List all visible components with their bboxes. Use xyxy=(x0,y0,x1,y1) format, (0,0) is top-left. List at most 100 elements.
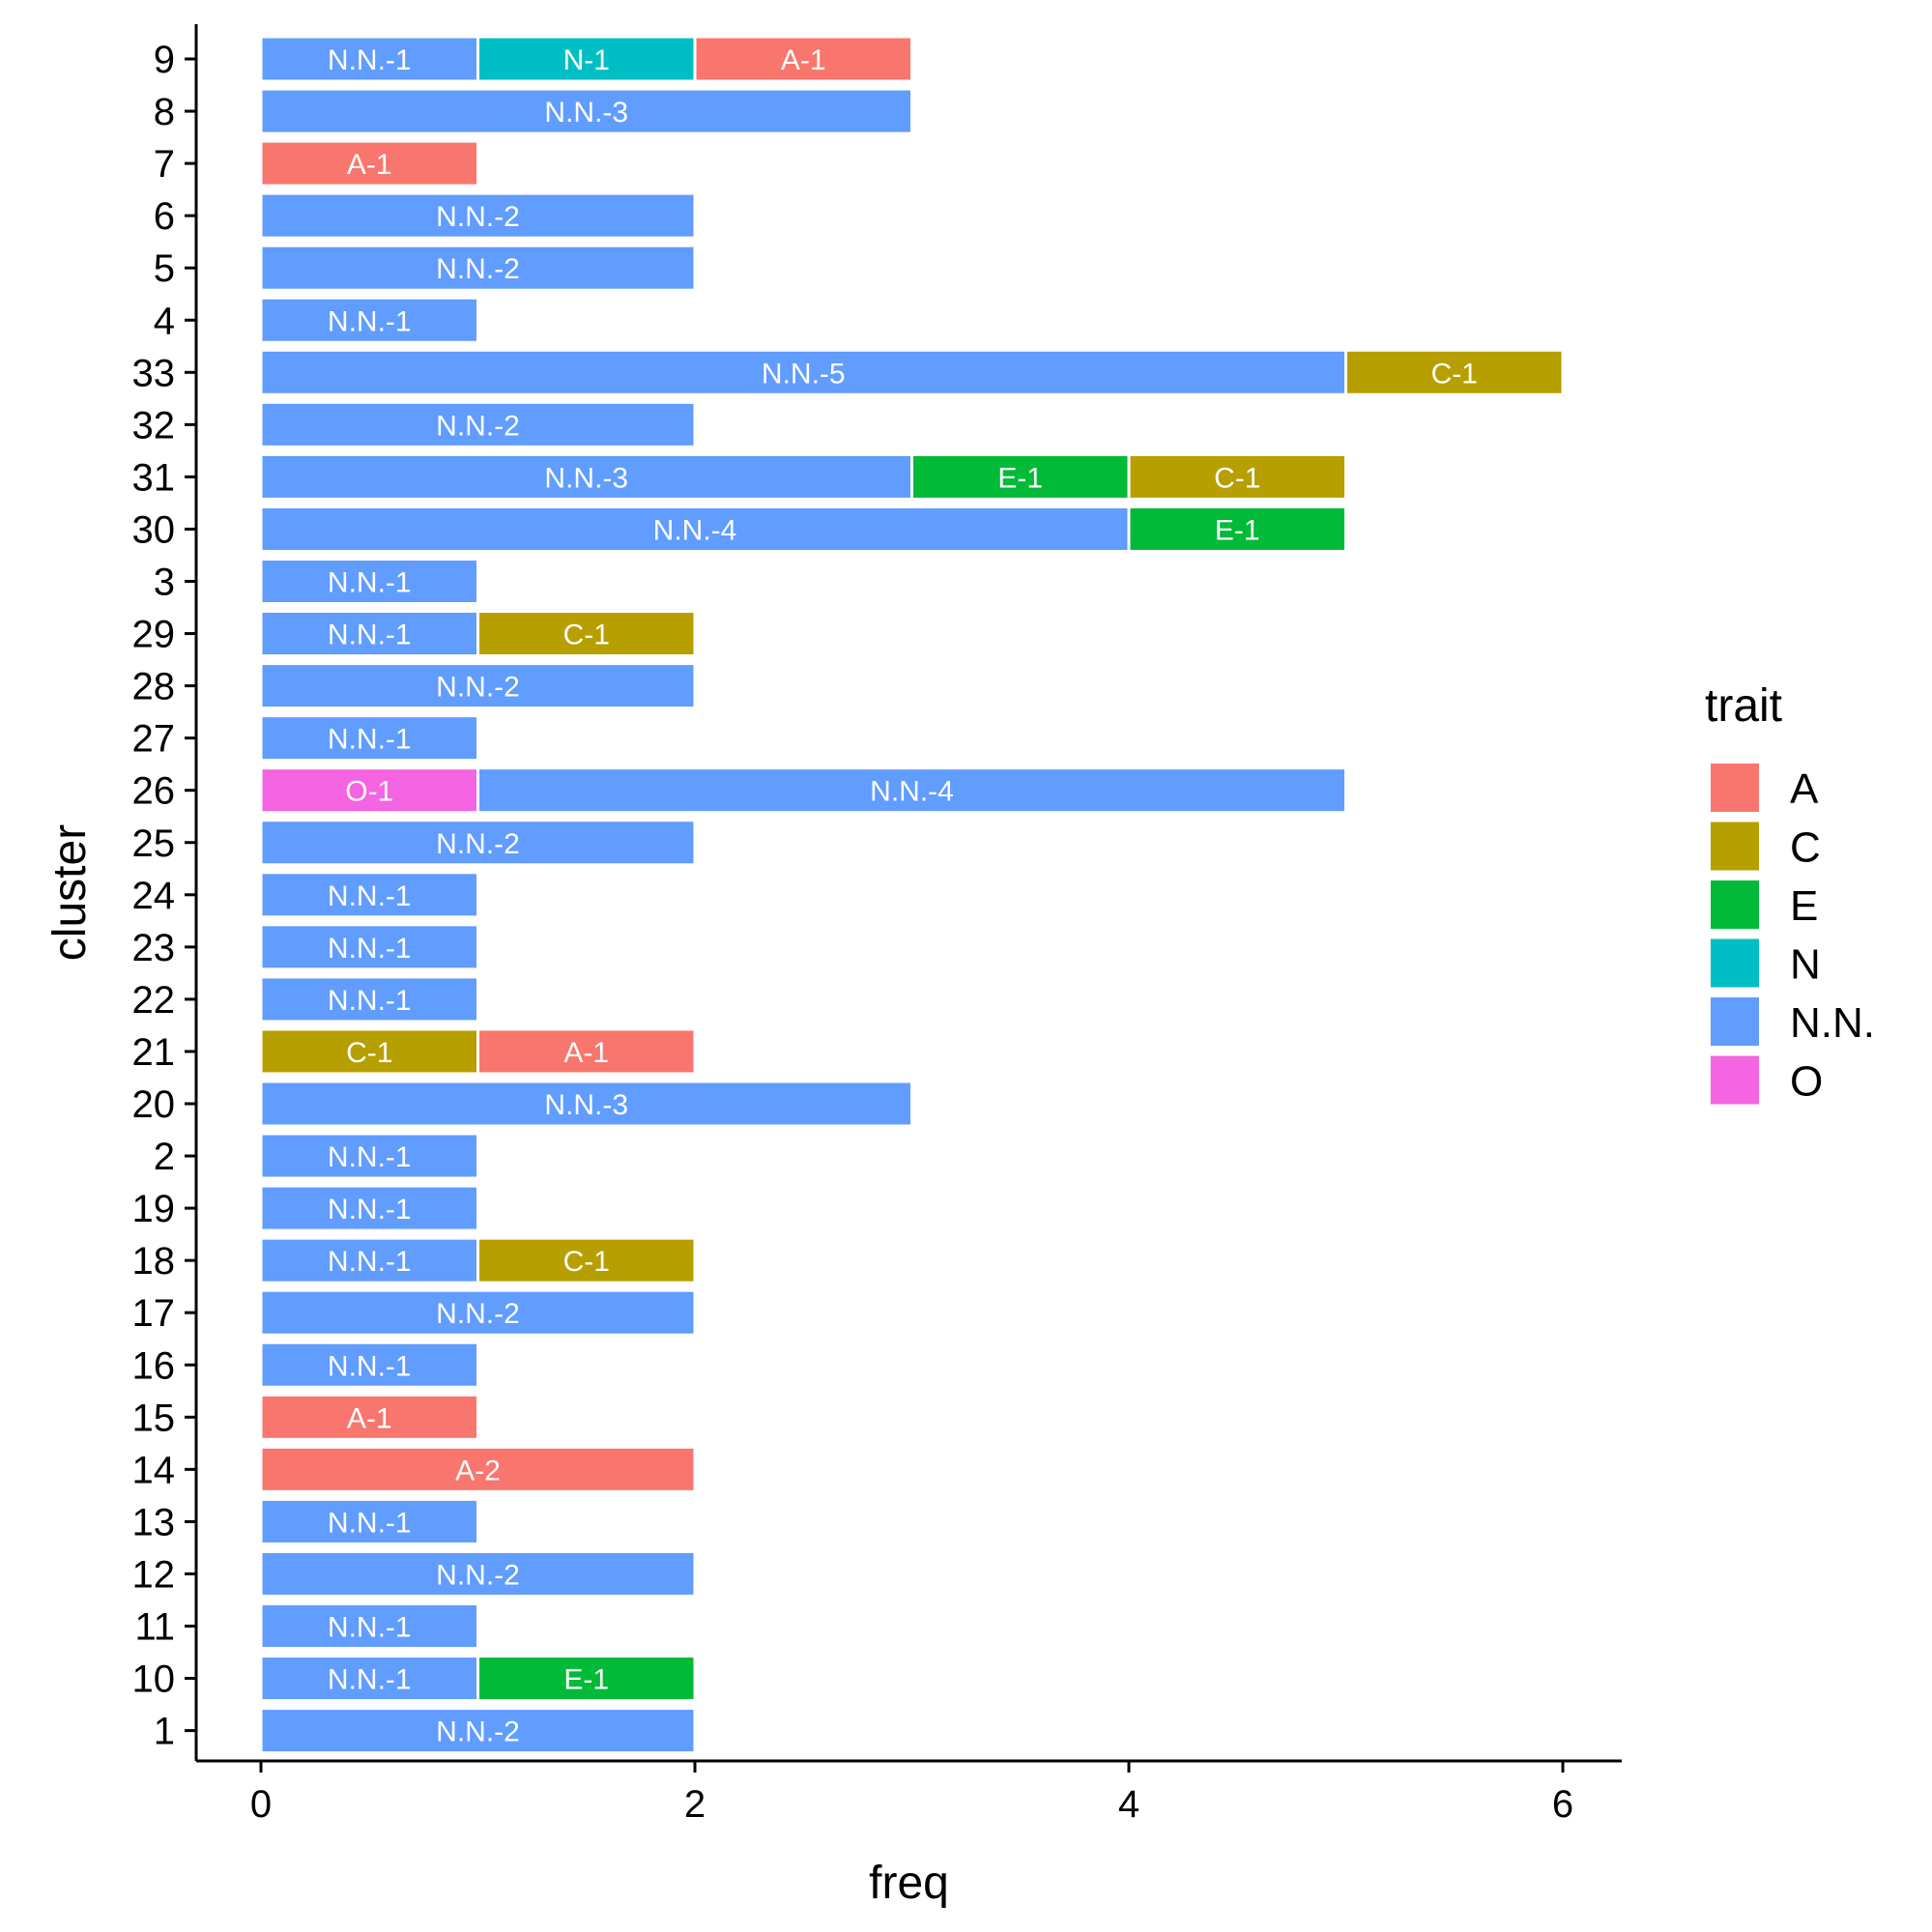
bar-segment-label: N.N.-1 xyxy=(328,1246,412,1278)
bar-segment-label: N.N.-1 xyxy=(328,1194,412,1226)
bar-segment xyxy=(262,978,476,1021)
bar-segment-label: N.N.-1 xyxy=(328,933,412,965)
bar-segment-label: N.N.-4 xyxy=(653,514,737,546)
y-tick-label: 7 xyxy=(154,143,175,186)
y-tick-label: 5 xyxy=(154,247,175,290)
bar-segment xyxy=(262,246,694,289)
bar-segment-label: N.N.-1 xyxy=(328,1507,412,1539)
bar-segment xyxy=(262,1135,476,1177)
bar-segment-label: N.N.-2 xyxy=(436,1559,520,1591)
x-axis-title: freq xyxy=(869,1858,949,1909)
x-tick-label: 4 xyxy=(1118,1783,1139,1826)
bar-segment xyxy=(479,1030,694,1073)
bar-segment-label: N.N.-1 xyxy=(328,1350,412,1382)
bar-segment xyxy=(262,142,476,185)
bar-segment xyxy=(262,769,476,812)
bar-segment-label: C-1 xyxy=(563,1246,610,1278)
bar-segment xyxy=(479,1658,694,1700)
y-tick-label: 13 xyxy=(132,1501,176,1543)
legend-swatch xyxy=(1711,938,1759,988)
y-tick-label: 12 xyxy=(132,1553,176,1596)
bar-segment xyxy=(262,1187,476,1229)
y-tick-label: 6 xyxy=(154,195,175,238)
bar-segment-label: N.N.-5 xyxy=(762,358,846,389)
bar-segment-label: A-1 xyxy=(347,1402,392,1434)
bar-segment-label: N.N.-2 xyxy=(436,828,520,860)
bar-segment xyxy=(262,1448,694,1490)
bar-segment xyxy=(262,1500,476,1543)
bar-segment xyxy=(479,1239,694,1282)
y-tick-label: 19 xyxy=(132,1188,176,1230)
bar-segment xyxy=(262,1343,476,1386)
bar-segment-label: N-1 xyxy=(563,44,610,76)
bar-segment xyxy=(913,455,1128,498)
x-axis: 0 2 4 6 xyxy=(196,1759,1622,1826)
y-tick-label: 11 xyxy=(134,1606,175,1649)
y-tick-label: 26 xyxy=(132,770,176,813)
legend-swatch xyxy=(1711,1055,1759,1105)
y-tick-label: 30 xyxy=(132,508,176,551)
y-tick-label: 25 xyxy=(132,822,176,865)
bar-segment xyxy=(262,1658,476,1700)
y-tick-label: 33 xyxy=(132,352,176,394)
bar-segment-label: N.N.-1 xyxy=(328,1664,412,1696)
bar-segment-label: N.N.-2 xyxy=(436,1716,520,1748)
bar-segment xyxy=(696,38,910,80)
legend-swatch xyxy=(1711,880,1759,929)
y-tick-label: 1 xyxy=(154,1711,175,1753)
legend-title: trait xyxy=(1705,680,1782,732)
bar-segment-label: C-1 xyxy=(346,1037,392,1069)
bar-segment xyxy=(262,1291,694,1334)
bar-segment-label: N.N.-2 xyxy=(436,201,520,233)
bar-segment xyxy=(262,822,694,864)
bar-segment-label: A-1 xyxy=(347,149,392,181)
bar-segment xyxy=(262,1239,476,1282)
bar-segment-label: E-1 xyxy=(1215,514,1260,546)
bar-segment xyxy=(262,561,476,602)
y-tick-label: 8 xyxy=(154,91,175,133)
x-tick-label: 2 xyxy=(684,1783,706,1826)
bar-segment-label: A-1 xyxy=(563,1037,609,1069)
bar-segment xyxy=(262,507,1128,550)
bar-segment-label: N.N.-2 xyxy=(436,1298,520,1330)
bar-segment xyxy=(262,38,476,80)
y-tick-label: 18 xyxy=(132,1240,176,1283)
bar-segment xyxy=(262,1396,476,1438)
bar-segment xyxy=(262,1030,476,1073)
y-axis-title: cluster xyxy=(44,824,96,961)
bar-segment xyxy=(262,403,694,446)
y-tick-label: 28 xyxy=(132,666,176,708)
bar-segment-label: N.N.-1 xyxy=(328,985,412,1017)
legend-label: C xyxy=(1790,824,1821,872)
y-tick-label: 22 xyxy=(132,979,176,1022)
bar-segment xyxy=(1130,507,1344,550)
bar-segment-label: N.N.-1 xyxy=(328,880,412,912)
bar-segment-label: O-1 xyxy=(345,776,393,808)
bar-segment xyxy=(479,613,694,655)
bar-segment-label: N.N.-1 xyxy=(328,567,412,599)
y-tick-label: 15 xyxy=(132,1397,176,1439)
bar-segment xyxy=(262,926,476,968)
y-tick-label: 29 xyxy=(132,614,176,656)
legend-swatch xyxy=(1711,764,1759,812)
bar-segment-label: C-1 xyxy=(1214,462,1260,494)
bars-layer xyxy=(262,38,1562,1752)
bar-segment xyxy=(262,1605,476,1647)
y-tick-label: 27 xyxy=(132,718,176,761)
bar-segment xyxy=(262,1552,694,1595)
y-tick-label: 16 xyxy=(132,1344,176,1387)
bar-segment xyxy=(262,455,910,498)
y-tick-label: 17 xyxy=(132,1292,176,1335)
y-tick-label: 9 xyxy=(154,39,175,81)
y-tick-label: 3 xyxy=(154,562,175,604)
y-tick-label: 21 xyxy=(132,1031,176,1074)
legend-label: N.N. xyxy=(1790,999,1875,1047)
y-tick-label: 10 xyxy=(132,1658,176,1701)
legend-label: E xyxy=(1790,882,1818,930)
bar-segment xyxy=(262,299,476,341)
bar-segment-label: C-1 xyxy=(1431,358,1478,389)
bar-segment-label: C-1 xyxy=(563,620,610,651)
bar-segment xyxy=(262,874,476,916)
bar-segment-label: A-1 xyxy=(781,44,826,76)
